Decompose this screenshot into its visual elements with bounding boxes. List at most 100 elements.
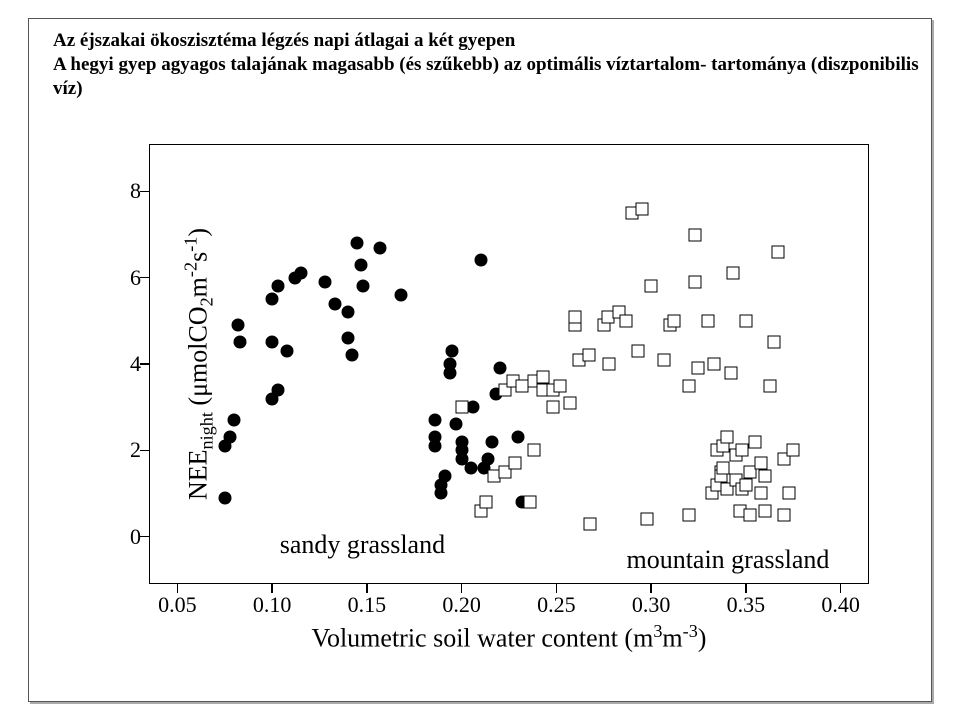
data-point	[266, 336, 279, 349]
data-point	[554, 379, 567, 392]
data-point	[345, 349, 358, 362]
data-point	[374, 241, 387, 254]
x-tick-label: 0.20	[442, 592, 481, 618]
plot-frame	[149, 144, 869, 584]
data-point	[582, 349, 595, 362]
data-point	[465, 461, 478, 474]
data-point	[523, 496, 536, 509]
y-tick-label: 2	[101, 437, 141, 463]
data-point	[467, 401, 480, 414]
data-point	[758, 470, 771, 483]
y-tick-label: 8	[101, 178, 141, 204]
data-point	[584, 517, 597, 530]
y-tick	[140, 536, 149, 538]
y-tick-label: 4	[101, 351, 141, 377]
data-point	[355, 258, 368, 271]
data-point	[449, 418, 462, 431]
data-point	[645, 280, 658, 293]
x-axis-label: Volumetric soil water content (m3m-3)	[312, 621, 707, 654]
data-point	[641, 513, 654, 526]
data-point	[635, 202, 648, 215]
y-tick	[140, 277, 149, 279]
data-point	[328, 297, 341, 310]
data-point	[294, 267, 307, 280]
data-point	[563, 396, 576, 409]
y-tick	[140, 363, 149, 365]
data-point	[357, 280, 370, 293]
data-point	[482, 452, 495, 465]
data-point	[341, 332, 354, 345]
data-point	[739, 478, 752, 491]
data-point	[446, 345, 459, 358]
data-point	[228, 414, 241, 427]
data-point	[232, 319, 245, 332]
data-point	[537, 370, 550, 383]
data-point	[758, 504, 771, 517]
x-tick-label: 0.40	[821, 592, 860, 618]
data-point	[724, 366, 737, 379]
data-point	[438, 470, 451, 483]
x-tick-label: 0.35	[727, 592, 766, 618]
data-point	[667, 314, 680, 327]
data-point	[783, 487, 796, 500]
data-point	[701, 314, 714, 327]
data-point	[683, 379, 696, 392]
data-point	[620, 314, 633, 327]
data-point	[658, 353, 671, 366]
data-point	[631, 345, 644, 358]
data-point	[493, 362, 506, 375]
data-point	[749, 435, 762, 448]
data-point	[281, 345, 294, 358]
data-point	[777, 508, 790, 521]
data-point	[480, 496, 493, 509]
data-point	[688, 228, 701, 241]
data-point	[736, 444, 749, 457]
x-tick-label: 0.15	[348, 592, 387, 618]
x-tick-label: 0.25	[537, 592, 576, 618]
data-point	[319, 276, 332, 289]
data-point	[720, 431, 733, 444]
data-point	[768, 336, 781, 349]
data-point	[764, 379, 777, 392]
data-point	[271, 383, 284, 396]
data-point	[683, 508, 696, 521]
data-point	[351, 237, 364, 250]
data-point	[755, 487, 768, 500]
title-block: Az éjszakai ökoszisztéma légzés napi átl…	[53, 29, 931, 100]
series-label: sandy grassland	[280, 530, 445, 560]
data-point	[772, 245, 785, 258]
data-point	[485, 435, 498, 448]
x-tick-label: 0.30	[632, 592, 671, 618]
data-point	[218, 491, 231, 504]
data-point	[717, 461, 730, 474]
y-tick	[140, 191, 149, 193]
y-tick-label: 6	[101, 265, 141, 291]
y-axis-label: NEEnight (μmolCO2m-2s-1)	[181, 228, 218, 500]
data-point	[271, 280, 284, 293]
data-point	[692, 362, 705, 375]
x-tick-label: 0.05	[158, 592, 197, 618]
data-point	[429, 431, 442, 444]
data-point	[512, 431, 525, 444]
title-line-2: A hegyi gyep agyagos talajának magasabb …	[53, 53, 931, 101]
data-point	[546, 401, 559, 414]
series-label: mountain grassland	[626, 545, 829, 575]
data-point	[395, 288, 408, 301]
data-point	[429, 414, 442, 427]
y-tick	[140, 450, 149, 452]
data-point	[455, 401, 468, 414]
data-point	[707, 358, 720, 371]
data-point	[527, 444, 540, 457]
slide-frame: Az éjszakai ökoszisztéma légzés napi átl…	[28, 18, 932, 702]
data-point	[688, 276, 701, 289]
data-point	[787, 444, 800, 457]
data-point	[603, 358, 616, 371]
data-point	[508, 457, 521, 470]
title-line-1: Az éjszakai ökoszisztéma légzés napi átl…	[53, 29, 931, 53]
data-point	[455, 435, 468, 448]
data-point	[743, 508, 756, 521]
data-point	[726, 267, 739, 280]
data-point	[224, 431, 237, 444]
data-point	[341, 306, 354, 319]
x-tick-label: 0.10	[253, 592, 292, 618]
